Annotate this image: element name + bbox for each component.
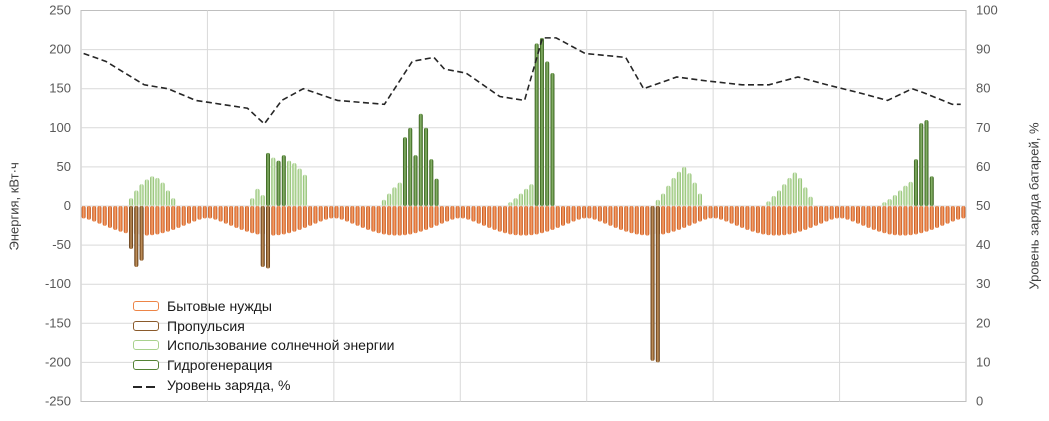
svg-text:-250: -250: [45, 394, 71, 409]
svg-text:60: 60: [976, 159, 990, 174]
svg-text:50: 50: [57, 159, 71, 174]
svg-text:70: 70: [976, 120, 990, 135]
svg-text:100: 100: [976, 3, 998, 18]
svg-text:100: 100: [49, 120, 71, 135]
svg-text:0: 0: [976, 394, 983, 409]
svg-text:50: 50: [976, 198, 990, 213]
svg-text:10: 10: [976, 354, 990, 369]
svg-text:-150: -150: [45, 315, 71, 330]
svg-text:-200: -200: [45, 354, 71, 369]
svg-text:200: 200: [49, 42, 71, 57]
svg-text:150: 150: [49, 81, 71, 96]
svg-text:-100: -100: [45, 276, 71, 291]
svg-text:40: 40: [976, 237, 990, 252]
svg-text:20: 20: [976, 315, 990, 330]
svg-text:80: 80: [976, 81, 990, 96]
svg-text:250: 250: [49, 3, 71, 18]
svg-text:30: 30: [976, 276, 990, 291]
svg-text:0: 0: [64, 198, 71, 213]
svg-text:-50: -50: [52, 237, 71, 252]
svg-text:90: 90: [976, 42, 990, 57]
